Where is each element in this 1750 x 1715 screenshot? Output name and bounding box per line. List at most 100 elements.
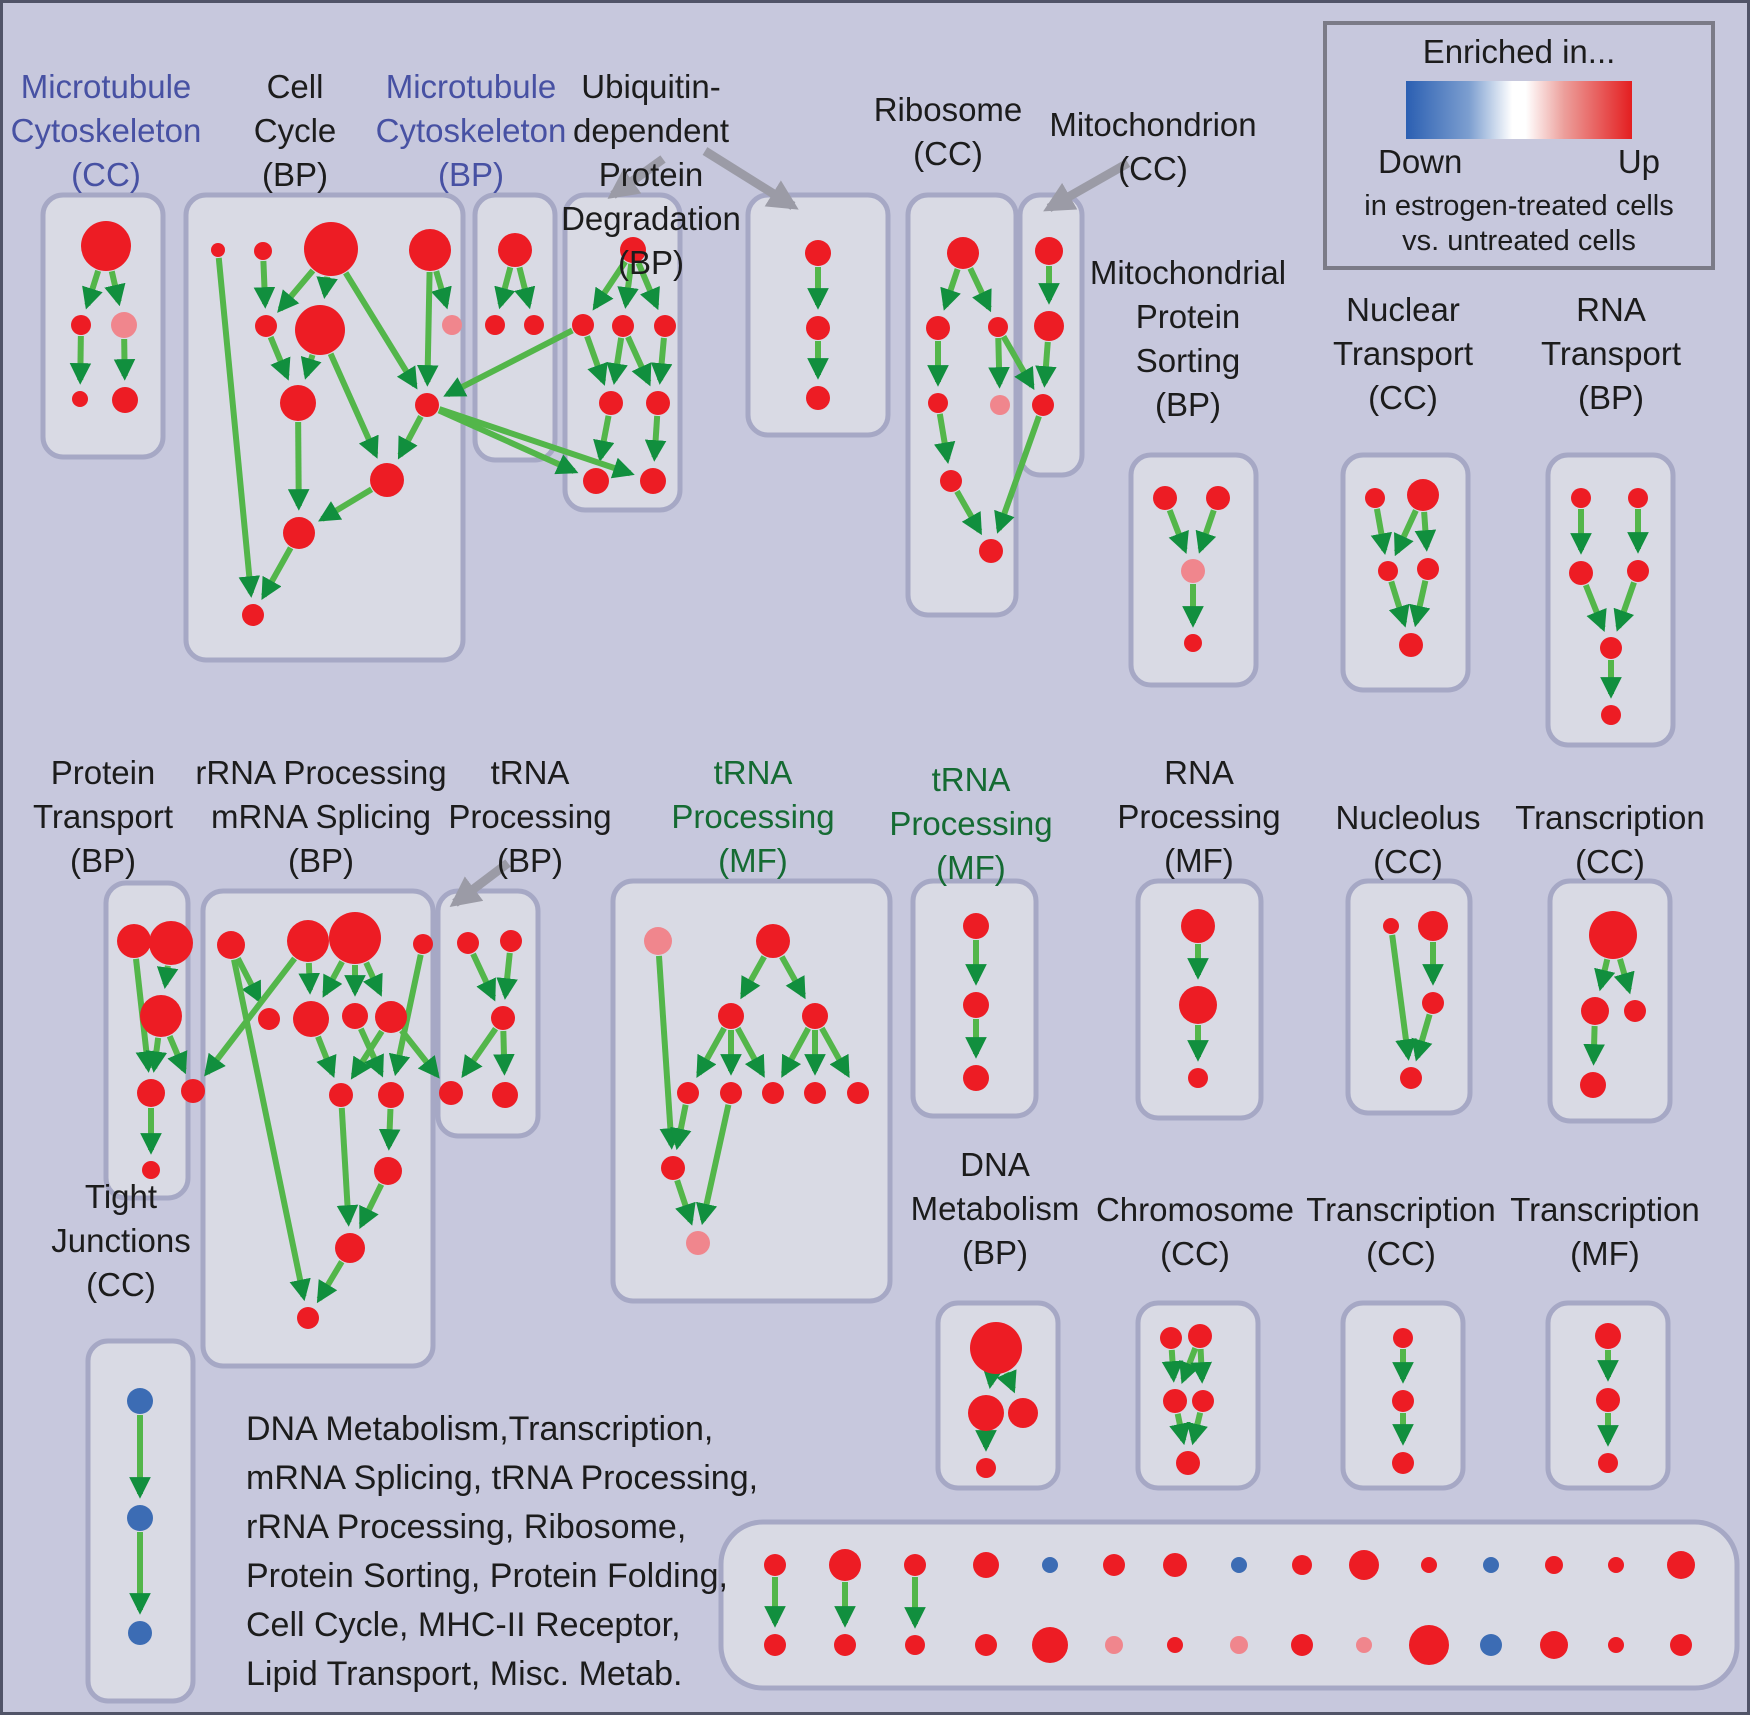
edge-arrow [780, 1026, 811, 1078]
label-ribosome-cc: Ribosome (CC) [873, 91, 1023, 172]
edge-arrow [443, 327, 574, 398]
edge-arrow [1613, 958, 1635, 995]
edge-arrow [1414, 511, 1437, 552]
go-term-node-red [457, 932, 479, 954]
edge-arrow [670, 1104, 692, 1151]
label-microtubule-cytoskeleton-cc: Microtubule Cytoskeleton (CC) [10, 68, 202, 193]
edge-arrow [988, 337, 1010, 389]
go-term-node-red [295, 305, 345, 355]
edge-arrow [819, 1026, 850, 1078]
go-term-node-red [847, 1082, 869, 1104]
go-term-node-red [140, 995, 182, 1037]
go-term-node-pink [442, 315, 462, 335]
go-term-node-red [583, 468, 609, 494]
go-term-node-red [1206, 486, 1230, 510]
edge-arrow [494, 266, 516, 310]
edge-arrow [514, 266, 536, 310]
go-term-node-red [905, 1635, 925, 1655]
edge-arrow [261, 546, 294, 600]
go-term-node-red [1192, 1390, 1214, 1412]
edge-arrow [156, 965, 179, 990]
edge-arrow [104, 270, 126, 307]
go-term-node-red [1034, 311, 1064, 341]
cluster-box-transcription-cc-row2 [1547, 878, 1673, 1124]
go-term-node-red [1608, 1637, 1624, 1653]
go-term-node-red [1393, 1328, 1413, 1348]
edge-arrow [358, 1027, 384, 1078]
edge-arrow [1190, 1348, 1212, 1384]
edge-arrow [735, 1026, 766, 1078]
go-term-node-pink [1181, 559, 1205, 583]
edge-arrow [287, 421, 310, 511]
go-term-node-red [1399, 633, 1423, 657]
go-term-node-red [415, 393, 439, 417]
go-term-node-red [1624, 1000, 1646, 1022]
go-term-node-red [1176, 1451, 1200, 1475]
go-term-node-red [928, 393, 948, 413]
legend-scale-labels: Down Up [1378, 143, 1660, 181]
edge-arrow [696, 1104, 732, 1226]
edge-arrow [318, 486, 374, 522]
go-term-node-pink [686, 1231, 710, 1255]
go-term-node-red [1608, 1557, 1624, 1573]
edge-arrow [145, 1037, 168, 1073]
arrow-to-ubiquitin-box-1-icon [607, 155, 666, 199]
go-term-node-red [1540, 1631, 1568, 1659]
edge-arrow [493, 1030, 515, 1076]
go-term-node-red [1569, 561, 1593, 585]
edge-arrow [362, 961, 383, 997]
go-term-node-red [599, 391, 623, 415]
go-term-node-red [1422, 992, 1444, 1014]
arrow-to-mitochondrion-box-icon [1043, 159, 1131, 212]
go-term-node-red [677, 1082, 699, 1104]
go-term-node-red [834, 1634, 856, 1656]
edge-arrow [967, 267, 992, 313]
go-term-node-red [375, 1001, 407, 1033]
edge-arrow [1186, 1411, 1208, 1446]
cluster-box-dna-metabolism-bp [935, 1300, 1061, 1491]
go-term-node-red [1383, 918, 1399, 934]
go-term-node-red [329, 912, 381, 964]
go-term-node-red [1349, 1550, 1379, 1580]
go-term-node-red [242, 604, 264, 626]
edge-arrow [215, 257, 261, 598]
go-term-node-red [1153, 486, 1177, 510]
edge-arrow [267, 335, 291, 381]
cluster-box-cell-cycle-bp [183, 192, 466, 663]
go-term-node-red [1589, 911, 1637, 959]
go-term-node-red [258, 1008, 280, 1030]
label-rna-transport-bp: RNA Transport (BP) [1541, 291, 1681, 416]
legend-up-label: Up [1617, 143, 1660, 180]
go-term-node-red [661, 1156, 685, 1180]
go-term-node-red [485, 315, 505, 335]
edge-arrow [674, 1179, 696, 1226]
go-term-node-red [1184, 634, 1202, 652]
go-term-node-red [1392, 1452, 1414, 1474]
go-term-node-red [297, 1307, 319, 1329]
edge-arrow [235, 956, 262, 1004]
go-term-node-red [829, 1549, 861, 1581]
go-term-node-red [976, 1458, 996, 1478]
go-term-node-blue [1480, 1634, 1502, 1656]
edge-arrow [1370, 508, 1392, 556]
go-term-node-red [1628, 488, 1648, 508]
go-term-node-red [968, 1395, 1004, 1431]
edge-arrow [1000, 335, 1035, 391]
cluster-box-rna-transport-bp [1545, 452, 1676, 748]
go-term-node-red [1392, 1390, 1414, 1412]
edge-arrow [644, 415, 667, 462]
edge-arrow [300, 354, 322, 380]
edge-arrow [650, 337, 673, 385]
go-term-node-red [806, 316, 830, 340]
edge-arrow [1394, 509, 1419, 557]
go-term-node-red [293, 1001, 329, 1037]
network-diagram [40, 147, 1740, 1704]
go-term-node-red [1181, 909, 1215, 943]
edge-arrow [593, 415, 615, 463]
go-term-node-red [1179, 986, 1217, 1024]
go-term-node-red [805, 240, 831, 266]
go-term-node-red [802, 1003, 828, 1029]
edge-arrow [437, 407, 579, 475]
go-term-node-red [963, 913, 989, 939]
go-term-node-red [409, 229, 451, 271]
